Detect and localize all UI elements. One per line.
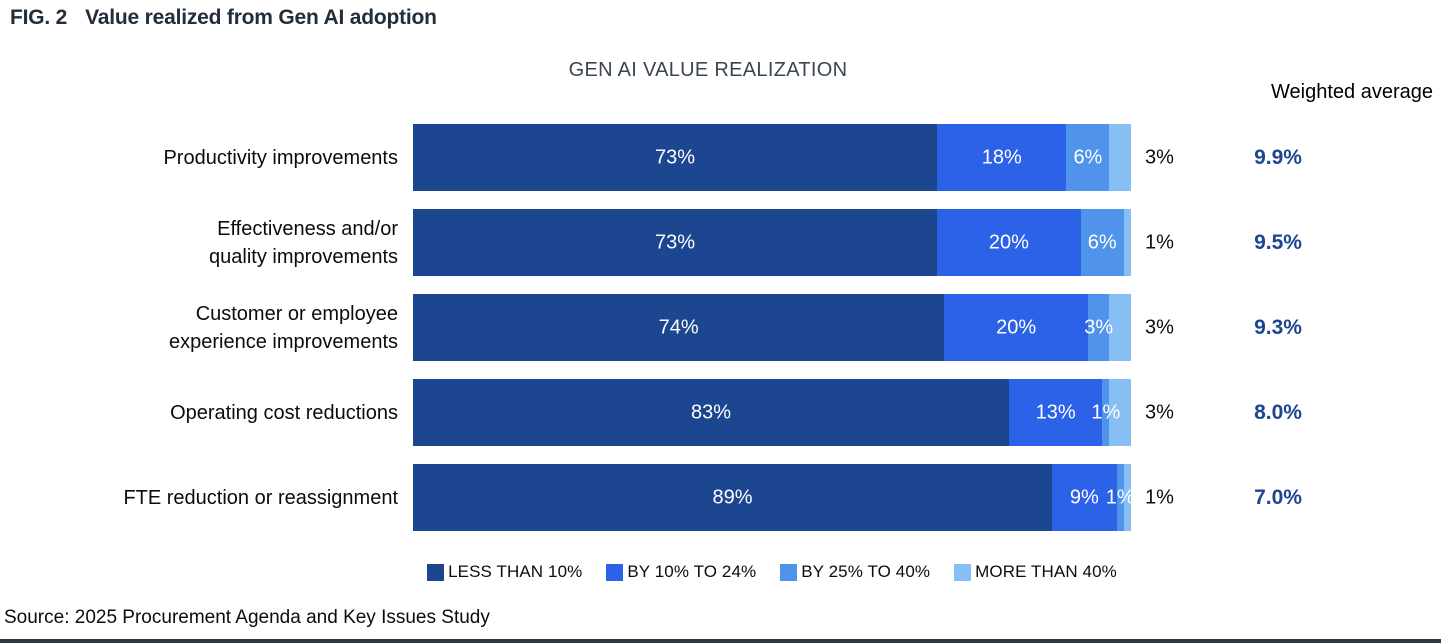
chart-row: Effectiveness and/or quality improvements… xyxy=(0,209,1441,276)
chart-legend: LESS THAN 10% BY 10% TO 24% BY 25% TO 40% M… xyxy=(413,562,1131,582)
bottom-rule xyxy=(0,639,1441,643)
bar-segment: 13% xyxy=(1008,379,1103,446)
chart-row: FTE reduction or reassignment 89% 9% 1% 1% 7.… xyxy=(0,464,1441,531)
weighted-average-value: 9.9% xyxy=(1254,145,1302,169)
bar-segment: 74% xyxy=(413,294,945,361)
segment-value-label: 20% xyxy=(988,231,1029,253)
weighted-average-header: Weighted average xyxy=(1271,81,1433,103)
segment-value-label: 1% xyxy=(1091,401,1121,423)
bar-segment xyxy=(1109,294,1131,361)
bar-segment: 83% xyxy=(413,379,1009,446)
bar-segment: 18% xyxy=(937,124,1067,191)
legend-swatch xyxy=(606,563,624,581)
weighted-average-value: 8.0% xyxy=(1254,400,1302,424)
bar-segment xyxy=(1123,209,1131,276)
figure-tag: FIG. 2 xyxy=(10,6,68,29)
category-label: Effectiveness and/or quality improvements xyxy=(209,217,398,268)
segment-value-label: 20% xyxy=(996,316,1037,338)
segment-value-label: 89% xyxy=(712,486,753,508)
bar-segment: 20% xyxy=(944,294,1088,361)
chart-row: Operating cost reductions 83% 13% 1% 3% 8.0% xyxy=(0,379,1441,446)
weighted-average-value: 9.5% xyxy=(1254,230,1302,254)
stacked-bar: 73% 20% 6% 1% xyxy=(413,209,1174,276)
segment-value-label: 73% xyxy=(655,231,696,253)
bar-segment: 73% xyxy=(413,209,938,276)
bar-segment: 1% xyxy=(1106,464,1135,531)
stacked-bar: 74% 20% 3% 3% xyxy=(413,294,1174,361)
legend-label: LESS THAN 10% xyxy=(448,562,583,581)
legend-swatch xyxy=(954,563,972,581)
category-label: Operating cost reductions xyxy=(170,401,398,424)
segment-value-label-outside: 3% xyxy=(1145,316,1174,338)
stacked-bar: 73% 18% 6% 3% xyxy=(413,124,1174,191)
segment-value-label: 9% xyxy=(1069,486,1099,508)
segment-value-label: 74% xyxy=(658,316,699,338)
segment-value-label: 13% xyxy=(1035,401,1076,423)
segment-value-label-outside: 3% xyxy=(1145,401,1174,423)
chart-row: Customer or employee experience improveme… xyxy=(0,294,1441,361)
category-label: Customer or employee experience improveme… xyxy=(169,302,398,353)
segment-value-label-outside: 1% xyxy=(1145,486,1174,508)
chart-row: Productivity improvements 73% 18% 6% 3% 9.9% xyxy=(0,124,1441,191)
bar-segment xyxy=(1109,124,1131,191)
category-label: Productivity improvements xyxy=(163,146,398,169)
segment-value-label: 3% xyxy=(1084,316,1114,338)
bar-segment: 20% xyxy=(937,209,1081,276)
bar-segment: 1% xyxy=(1091,379,1120,446)
legend-item: BY 10% TO 24% xyxy=(606,562,756,582)
figure-header: FIG. 2 Value realized from Gen AI adoptio… xyxy=(10,6,437,30)
category-label: FTE reduction or reassignment xyxy=(123,486,398,509)
segment-value-label: 18% xyxy=(981,146,1022,168)
segment-value-label-outside: 3% xyxy=(1145,146,1174,168)
weighted-average-value: 7.0% xyxy=(1254,485,1302,509)
bar-segment: 3% xyxy=(1084,294,1113,361)
segment-value-label: 6% xyxy=(1087,231,1117,253)
legend-swatch xyxy=(427,563,445,581)
legend-label: BY 25% TO 40% xyxy=(801,562,931,581)
bar-segment xyxy=(1109,379,1131,446)
chart-title: GEN AI VALUE REALIZATION xyxy=(568,59,848,81)
legend-swatch xyxy=(780,563,798,581)
bar-segment: 9% xyxy=(1052,464,1117,531)
segment-value-label: 73% xyxy=(655,146,696,168)
source-note: Source: 2025 Procurement Agenda and Key … xyxy=(4,607,490,628)
segment-value-label: 83% xyxy=(690,401,731,423)
bar-segment: 89% xyxy=(413,464,1053,531)
segment-value-label: 1% xyxy=(1105,486,1135,508)
bar-segment: 6% xyxy=(1080,209,1124,276)
weighted-average-value: 9.3% xyxy=(1254,315,1302,339)
bar-segment: 6% xyxy=(1066,124,1110,191)
legend-item: LESS THAN 10% xyxy=(427,562,582,582)
legend-label: MORE THAN 40% xyxy=(975,562,1117,581)
stacked-bar: 83% 13% 1% 3% xyxy=(413,379,1174,446)
stacked-bar: 89% 9% 1% 1% xyxy=(413,464,1174,531)
segment-value-label: 6% xyxy=(1073,146,1103,168)
legend-item: MORE THAN 40% xyxy=(954,562,1117,582)
segment-value-label-outside: 1% xyxy=(1145,231,1174,253)
bar-segment: 73% xyxy=(413,124,938,191)
figure-title: Value realized from Gen AI adoption xyxy=(85,6,437,29)
legend-label: BY 10% TO 24% xyxy=(627,562,757,581)
legend-item: BY 25% TO 40% xyxy=(780,562,930,582)
bar-segment xyxy=(1123,464,1131,531)
